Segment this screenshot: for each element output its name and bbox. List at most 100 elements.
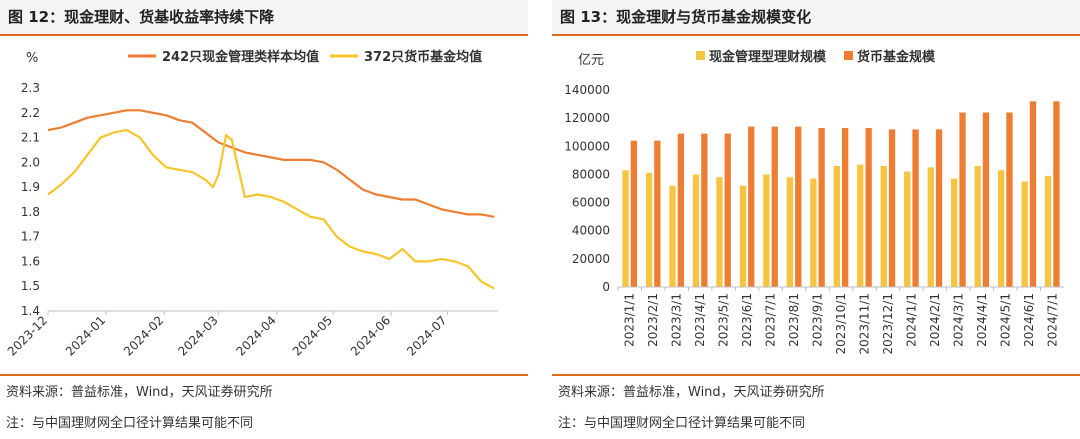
bar-cash-wealth [810,178,817,287]
y-tick-label: 1.9 [21,180,40,194]
x-tick-label: 2024-04 [234,313,279,358]
right-source-note: 资料来源：普益标准，Wind，天风证券研究所 [558,385,825,400]
legend-label-2: 372只货币基金均值 [364,49,482,65]
y-tick-label: 100000 [564,139,610,153]
bar-money-fund [865,128,872,287]
bar-money-fund [677,133,684,287]
bar-cash-wealth [974,166,981,287]
bar-money-fund [935,129,943,287]
bar-cash-wealth [692,174,700,287]
x-tick-label: 2024-01 [63,313,108,358]
bar-money-fund [724,133,731,287]
x-tick-label: 2023/9/1 [811,293,825,347]
bar-cash-wealth [786,177,793,287]
x-tick-label: 2024-02 [121,313,166,358]
left-figure-title: 图 12：现金理财、货基收益率持续下降 [8,8,275,26]
y-tick-label: 2.0 [21,155,40,169]
bar-cash-wealth [951,178,958,287]
legend-label-2: 货币基金规模 [857,49,936,65]
y-axis-unit: % [26,51,38,66]
bar-money-fund [1029,101,1037,287]
bar-money-fund [912,129,919,287]
left-title-bar: 图 12：现金理财、货基收益率持续下降 [0,0,528,34]
x-tick-label: 2024-07 [404,313,449,358]
y-axis-unit: 亿元 [578,53,604,68]
y-tick-label: 1.7 [21,230,40,244]
yield-line-chart: % 242只现金管理类样本均值 372只货币基金均值 1.4 1.5 1.6 1.7 1.8 1… [5,49,498,359]
legend-swatch-2 [844,51,853,60]
x-tick-label: 2023/3/1 [670,293,684,347]
left-top-rule [0,34,528,36]
x-tick-label: 2023/4/1 [693,293,707,347]
x-tick-label: 2024/3/1 [951,293,965,347]
legend-label-1: 现金管理型理财规模 [709,49,827,65]
x-tick-label: 2023/10/1 [834,293,848,355]
bar-cash-wealth [739,185,747,287]
x-tick-label: 2023/6/1 [740,293,754,347]
x-tick-label: 2023/5/1 [717,293,731,347]
x-tick-label: 2024/1/1 [904,293,918,347]
y-tick-label: 140000 [564,83,610,97]
x-tick-label: 2023/7/1 [764,293,778,347]
y-tick-label: 1.6 [21,254,40,268]
left-remark-note: 注：与中国理财网全口径计算结果可能不同 [6,416,254,431]
bar-cash-wealth [645,173,653,287]
bar-money-fund [748,126,755,287]
y-tick-label: 1.4 [21,304,40,318]
x-tick-label: 2024/5/1 [998,293,1012,347]
bar-cash-wealth [763,174,770,287]
scale-bar-chart: 亿元 现金管理型理财规模 货币基金规模 0 20000 40000 60000 80000 10… [564,49,1064,355]
left-figure-panel: 图 12：现金理财、货基收益率持续下降 % 242只现金管理类样本均值 372只货币… [0,0,528,439]
y-tick-label: 1.8 [21,205,40,219]
bar-money-fund [818,128,825,287]
bar-money-fund [795,126,802,287]
x-tick-label: 2023/8/1 [787,293,801,347]
x-tick-label: 2023/11/1 [857,293,871,355]
y-tick-label: 40000 [572,224,610,238]
left-bottom-rule [0,374,528,376]
bar-cash-wealth [1044,175,1052,287]
bar-money-fund [654,140,661,287]
bar-cash-wealth [716,177,723,287]
x-tick-label: 2023/12/1 [881,293,895,355]
y-tick-label: 2.2 [21,106,40,120]
bar-cash-wealth [904,171,911,287]
y-tick-label: 80000 [572,167,610,181]
right-title-bar: 图 13：现金理财与货币基金规模变化 [552,0,1080,34]
x-tick-label: 2024-06 [348,313,393,358]
right-figure-title: 图 13：现金理财与货币基金规模变化 [560,8,812,26]
bar-money-fund [701,133,708,287]
y-tick-label: 120000 [564,111,610,125]
bar-cash-wealth [857,164,864,287]
right-top-rule [552,34,1080,36]
y-tick-label: 1.5 [21,279,40,293]
right-bottom-rule [552,374,1080,376]
bar-cash-wealth [669,185,676,287]
bar-money-fund [1006,112,1013,287]
left-source-note: 资料来源：普益标准，Wind，天风证券研究所 [6,385,273,400]
bar-money-fund [982,112,990,287]
x-tick-label: 2023-12 [5,313,50,358]
bar-money-fund [842,128,849,287]
x-tick-label: 2024/7/1 [1045,293,1059,347]
bar-money-fund [959,112,966,287]
bar-money-fund [1053,101,1060,287]
right-figure-panel: 图 13：现金理财与货币基金规模变化 亿元 现金管理型理财规模 货币基金规模 0 200… [552,0,1080,439]
x-tick-label: 2023/1/1 [623,293,637,347]
x-tick-label: 2024/4/1 [975,293,989,347]
bar-cash-wealth [998,170,1005,287]
bar-cash-wealth [927,167,934,287]
bar-cash-wealth [1021,181,1028,287]
right-remark-note: 注：与中国理财网全口径计算结果可能不同 [558,416,806,431]
bar-cash-wealth [880,166,887,287]
y-tick-label: 0 [602,280,610,294]
bar-money-fund [771,126,778,287]
bar-cash-wealth [622,170,629,287]
y-tick-label: 2.3 [21,81,40,95]
legend-label-1: 242只现金管理类样本均值 [162,49,319,65]
bar-money-fund [630,140,637,287]
legend-swatch-1 [696,51,705,60]
x-tick-label: 2024/6/1 [1022,293,1036,347]
y-tick-label: 60000 [572,196,610,210]
x-tick-label: 2024/2/1 [928,293,942,347]
